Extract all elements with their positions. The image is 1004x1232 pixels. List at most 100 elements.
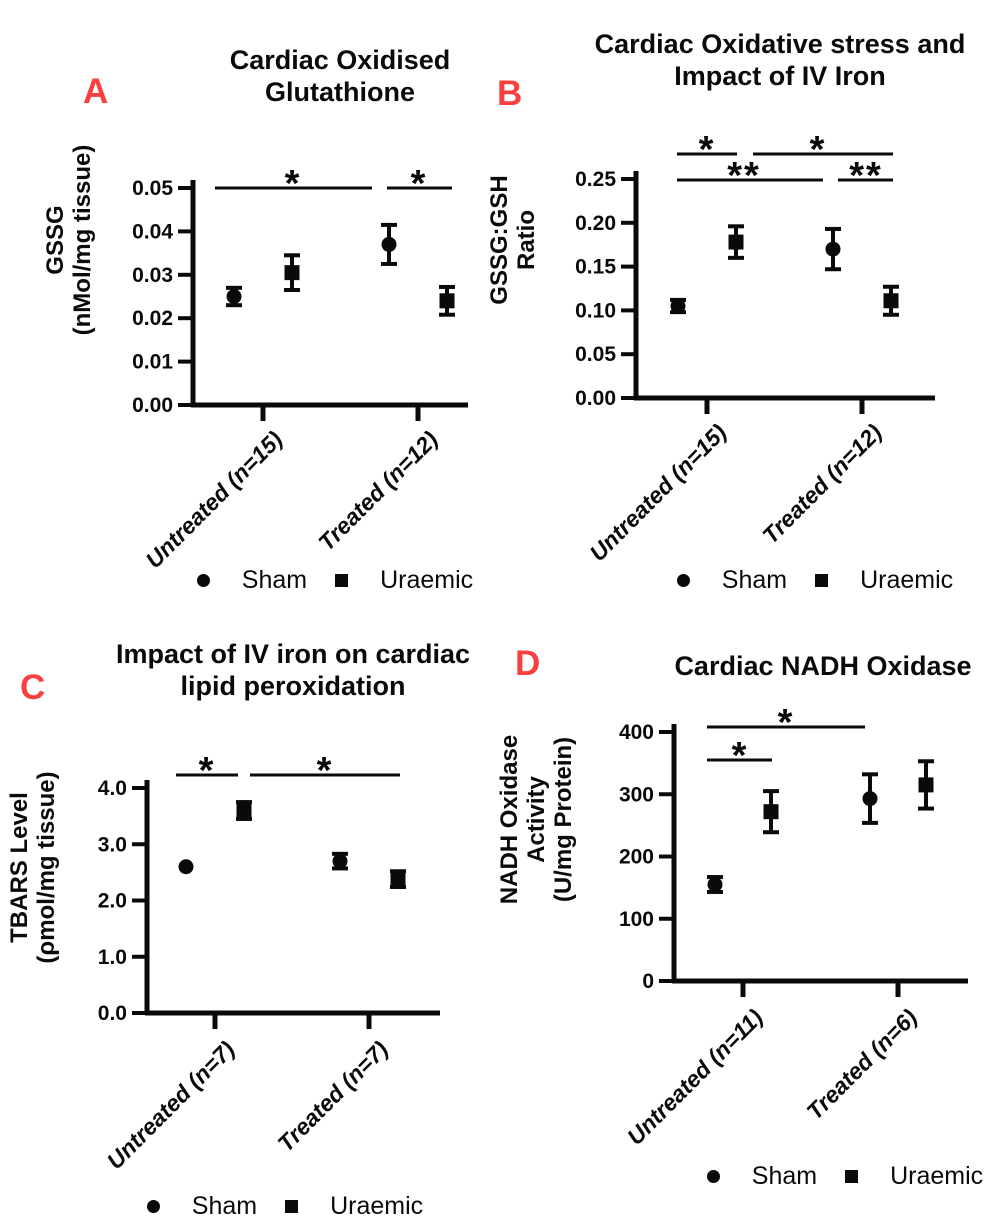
y-tick-label: 3.0 bbox=[98, 833, 127, 856]
data-point-square bbox=[439, 293, 455, 309]
sham-circle-icon bbox=[676, 574, 690, 587]
data-point-square bbox=[728, 234, 744, 250]
data-point-circle bbox=[670, 298, 686, 314]
y-tick-label: 0.02 bbox=[132, 307, 173, 330]
y-tick-label: 4.0 bbox=[98, 777, 127, 800]
y-axis-label-line: (ρmol/mg tissue) bbox=[33, 771, 60, 964]
panel-b-y-axis-label: GSSG:GSH Ratio bbox=[486, 120, 540, 360]
y-tick-label: 100 bbox=[619, 908, 654, 931]
uraemic-square-icon bbox=[285, 1200, 299, 1213]
title-line: Cardiac NADH Oxidase bbox=[674, 651, 972, 681]
data-point-circle bbox=[862, 791, 878, 807]
data-point-circle bbox=[381, 236, 397, 252]
y-axis-label-line: (U/mg Protein) bbox=[550, 736, 577, 903]
panel-letter-a: A bbox=[83, 72, 109, 111]
data-point-circle bbox=[825, 241, 841, 257]
significance-star: * bbox=[317, 750, 334, 792]
significance-star: * bbox=[199, 750, 216, 792]
panel-d-legend: Sham Uraemic bbox=[690, 1162, 1000, 1191]
y-tick-label: 0.15 bbox=[575, 256, 616, 279]
significance-star: * bbox=[778, 702, 795, 744]
y-tick-label: 300 bbox=[619, 783, 654, 806]
legend-label-uraemic: Uraemic bbox=[860, 566, 954, 594]
data-point-square bbox=[236, 803, 252, 818]
panel-a-plot: 0.00 0.01 0.02 0.03 0.04 0.05 * * bbox=[132, 163, 468, 421]
significance-star: * bbox=[411, 163, 428, 205]
title-line: Cardiac Oxidised bbox=[229, 45, 451, 75]
y-tick-label: 0.05 bbox=[132, 177, 173, 200]
panel-d-plot: 0 100 200 300 400 * * bbox=[619, 702, 968, 997]
data-point-circle bbox=[226, 289, 242, 304]
uraemic-square-icon bbox=[845, 1170, 859, 1183]
significance-star: ** bbox=[727, 155, 761, 197]
data-point-square bbox=[918, 777, 934, 793]
panel-c-legend: Sham Uraemic bbox=[130, 1192, 440, 1221]
y-axis-label-line: GSSG:GSH bbox=[486, 175, 513, 305]
y-tick-label: 2.0 bbox=[98, 890, 127, 913]
y-tick-label: 0.01 bbox=[132, 351, 173, 374]
significance-star: * bbox=[810, 129, 827, 171]
title-line: Impact of IV iron on cardiac bbox=[115, 639, 471, 669]
legend-label-uraemic: Uraemic bbox=[890, 1162, 984, 1190]
panel-c-plot: 0.0 1.0 2.0 3.0 4.0 * * bbox=[98, 750, 440, 1029]
panel-c-title: Impact of IV iron on cardiac lipid perox… bbox=[103, 638, 483, 702]
data-point-square bbox=[883, 293, 899, 309]
significance-star: * bbox=[699, 129, 716, 171]
uraemic-square-icon bbox=[815, 574, 829, 587]
title-line: Glutathione bbox=[265, 77, 415, 107]
y-tick-label: 0 bbox=[642, 970, 654, 993]
panel-d-title: Cardiac NADH Oxidase bbox=[642, 650, 1004, 682]
title-line: Impact of IV Iron bbox=[674, 61, 886, 91]
y-axis-label-line: (nMol/mg tissue) bbox=[69, 144, 96, 336]
panel-letter-b: B bbox=[497, 74, 523, 113]
title-line: Cardiac Oxidative stress and bbox=[594, 29, 966, 59]
significance-star: ** bbox=[849, 155, 883, 197]
y-tick-label: 0.04 bbox=[132, 220, 173, 243]
legend-label-sham: Sham bbox=[721, 566, 788, 594]
panel-b-legend: Sham Uraemic bbox=[655, 566, 975, 595]
panel-letter-d: D bbox=[515, 644, 541, 683]
data-point-circle bbox=[332, 853, 348, 869]
legend-label-uraemic: Uraemic bbox=[380, 566, 474, 594]
data-point-square bbox=[284, 265, 300, 281]
panel-d-y-axis-label: NADH Oxidase Activity (U/mg Protein) bbox=[496, 697, 577, 942]
data-point-circle bbox=[178, 859, 194, 875]
panel-c-y-axis-label: TBARS Level (ρmol/mg tissue) bbox=[6, 750, 60, 985]
y-axis-label-line: NADH Oxidase bbox=[496, 734, 523, 905]
panel-a-title: Cardiac Oxidised Glutathione bbox=[180, 44, 500, 108]
panel-a-legend: Sham Uraemic bbox=[185, 566, 485, 595]
data-point-circle bbox=[707, 877, 723, 893]
y-tick-label: 0.03 bbox=[132, 264, 173, 287]
y-tick-label: 0.25 bbox=[575, 168, 616, 191]
uraemic-square-icon bbox=[335, 574, 349, 587]
sham-circle-icon bbox=[196, 574, 210, 587]
panel-b-title: Cardiac Oxidative stress and Impact of I… bbox=[585, 28, 975, 92]
significance-star: * bbox=[732, 735, 749, 777]
y-tick-label: 400 bbox=[619, 721, 654, 744]
sham-circle-icon bbox=[146, 1200, 160, 1213]
sham-circle-icon bbox=[706, 1170, 720, 1183]
y-tick-label: 1.0 bbox=[98, 946, 127, 969]
title-line: lipid peroxidation bbox=[180, 671, 406, 701]
y-tick-label: 200 bbox=[619, 846, 654, 869]
legend-label-sham: Sham bbox=[191, 1192, 258, 1220]
y-axis-label-line: Activity bbox=[523, 776, 550, 863]
data-point-square bbox=[390, 871, 406, 887]
data-point-square bbox=[763, 804, 779, 820]
legend-label-sham: Sham bbox=[751, 1162, 818, 1190]
legend-label-sham: Sham bbox=[241, 566, 308, 594]
y-tick-label: 0.00 bbox=[575, 387, 616, 410]
panel-a-y-axis-label: GSSG (nMol/mg tissue) bbox=[42, 125, 96, 355]
y-tick-label: 0.10 bbox=[575, 299, 616, 322]
y-tick-label: 0.05 bbox=[575, 343, 616, 366]
y-tick-label: 0.20 bbox=[575, 212, 616, 235]
y-axis-label-line: TBARS Level bbox=[6, 792, 33, 943]
y-tick-label: 0.0 bbox=[98, 1002, 127, 1025]
panel-letter-c: C bbox=[20, 668, 46, 707]
y-tick-label: 0.00 bbox=[132, 394, 173, 417]
legend-label-uraemic: Uraemic bbox=[330, 1192, 424, 1220]
y-axis-label-line: Ratio bbox=[513, 210, 540, 270]
significance-star: * bbox=[285, 163, 302, 205]
